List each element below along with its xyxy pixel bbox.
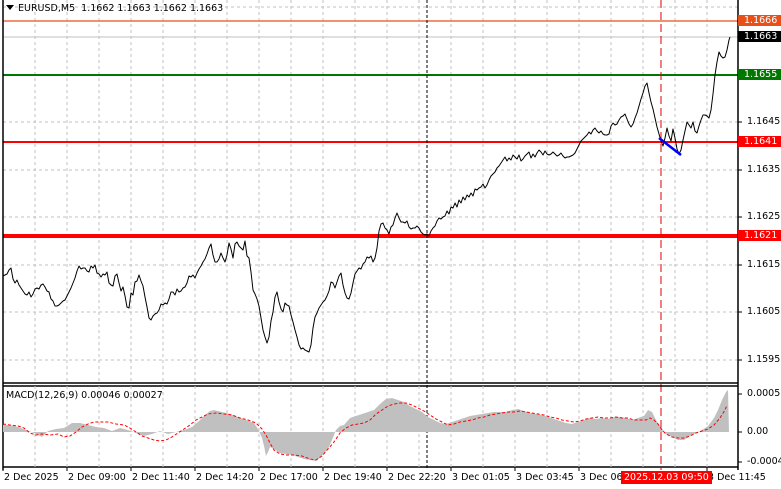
price-tick-label: 1.1615: [747, 259, 781, 270]
macd-indicator-label: MACD(12,26,9) 0.00046 0.00027: [6, 390, 163, 401]
macd-tick-label: 0.00: [747, 426, 769, 437]
macd-signal-line: [2, 402, 728, 461]
vertical-grid-main: [34, 0, 708, 383]
price-level-tag: 1.1641: [738, 136, 781, 147]
crosshair-time-tag: 2025.12.03 09:50: [621, 471, 712, 484]
time-tick-label: 2 Dec 17:00: [260, 472, 318, 483]
price-level-tag: 1.1663: [738, 31, 781, 42]
horizontal-grid-main: [3, 6, 738, 361]
ohlc-values: 1.1662 1.1663 1.1662 1.1663: [81, 3, 224, 14]
time-tick-label: 3 Dec 03:45: [516, 472, 574, 483]
time-tick-label: 2 Dec 2025: [4, 472, 59, 483]
vertical-grid-macd: [34, 386, 708, 467]
time-tick-label: 3 Dec 11:45: [708, 472, 766, 483]
time-tick-label: 2 Dec 22:20: [388, 472, 446, 483]
time-tick-label: 2 Dec 11:40: [132, 472, 190, 483]
time-axis-ticks: [2, 467, 708, 471]
price-axis-ticks: [738, 121, 742, 463]
chart-header: EURUSD,M5 1.1662 1.1663 1.1662 1.1663: [6, 3, 223, 14]
macd-tick-label: 0.0005: [747, 388, 781, 399]
time-tick-label: 2 Dec 14:20: [196, 472, 254, 483]
time-tick-label: 2 Dec 19:40: [324, 472, 382, 483]
macd-tick-label: -0.00041: [747, 456, 781, 467]
price-tick-label: 1.1595: [747, 354, 781, 365]
collapse-triangle-icon[interactable]: [6, 5, 14, 10]
symbol-label: EURUSD,M5: [18, 3, 76, 14]
time-tick-label: 2 Dec 09:00: [68, 472, 126, 483]
time-tick-label: 3 Dec 01:05: [452, 472, 510, 483]
price-series-line: [2, 36, 731, 353]
trend-line[interactable]: [658, 137, 682, 156]
price-level-tag: 1.1655: [738, 69, 781, 80]
price-level-tag: 1.1621: [738, 230, 781, 241]
price-level-tag: 1.1666: [738, 15, 781, 26]
price-tick-label: 1.1625: [747, 211, 781, 222]
price-tick-label: 1.1635: [747, 164, 781, 175]
price-tick-label: 1.1645: [747, 116, 781, 127]
price-tick-label: 1.1605: [747, 306, 781, 317]
macd-histogram: [3, 390, 729, 461]
time-tick-label: 3 Dec 06:25: [580, 472, 638, 483]
